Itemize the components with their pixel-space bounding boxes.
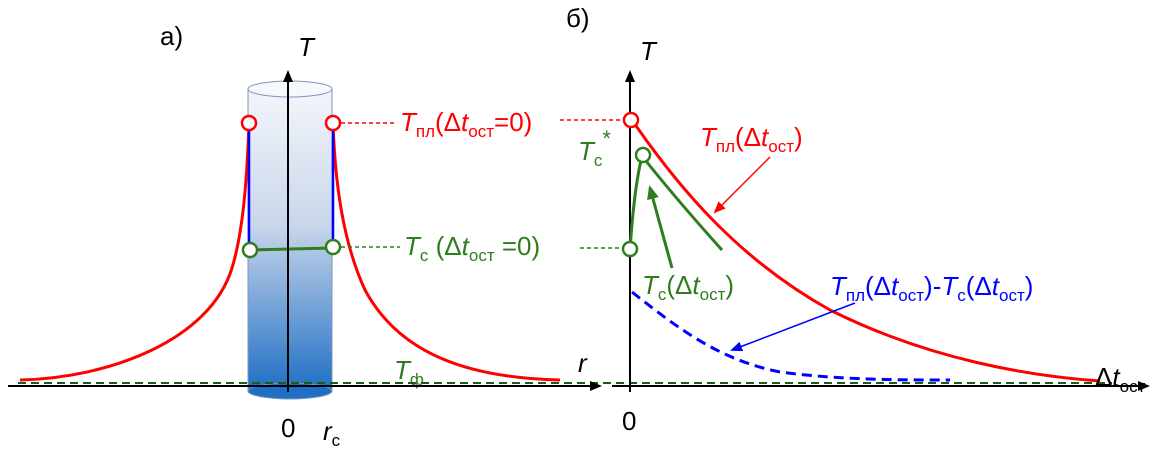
t-axis-a-label: T [298,32,316,62]
temperature-profile-left [19,122,251,382]
tc-point-left [241,241,259,259]
tpl-pointer-arrow [713,156,771,214]
t-axis-b-label: T [640,36,658,66]
tf-label: Tф [394,355,424,389]
r-zero-tick: 0 [281,413,295,443]
dt-zero-tick: 0 [622,406,636,436]
tpl-curve-label: Tпл(Δtост) [700,122,803,156]
tc-star-label: Tс* [578,126,611,170]
tpl-decay-curve [630,119,1101,383]
tc-curve-label: Tс(Δtост) [642,270,734,304]
rc-tick-label: rс [323,416,341,450]
difference-label: Tпл(Δtост)-Tс(Δtост) [830,271,1033,305]
tc-curve [628,152,724,252]
dt-axis-label: Δtост [1095,362,1146,396]
tc-zero-label: Tс (Δtост =0) [404,231,540,265]
wellbore-cylinder [247,80,333,400]
temperature-profile-right [331,122,561,382]
difference-curve [631,290,951,382]
tc-pointer-arrow [647,185,674,269]
tpl-zero-label: Tпл(Δtост=0) [400,107,532,141]
panel-a-label: а) [160,21,183,51]
tc-point-right [324,238,342,256]
tc-point-b [621,240,639,258]
tpl-point-left [240,114,258,132]
tc-star-point [634,146,652,164]
panel-b: б) T 0 Δtост Tс* Tпл(Δtост) Tс(Δtост) Tп… [560,3,1146,436]
tc-level-line [249,246,334,252]
tpl-point-b [622,111,640,129]
tpl-point-right [324,114,342,132]
panel-b-label: б) [566,3,590,33]
diff-pointer-arrow [730,302,856,352]
r-axis-label: r [578,348,588,378]
